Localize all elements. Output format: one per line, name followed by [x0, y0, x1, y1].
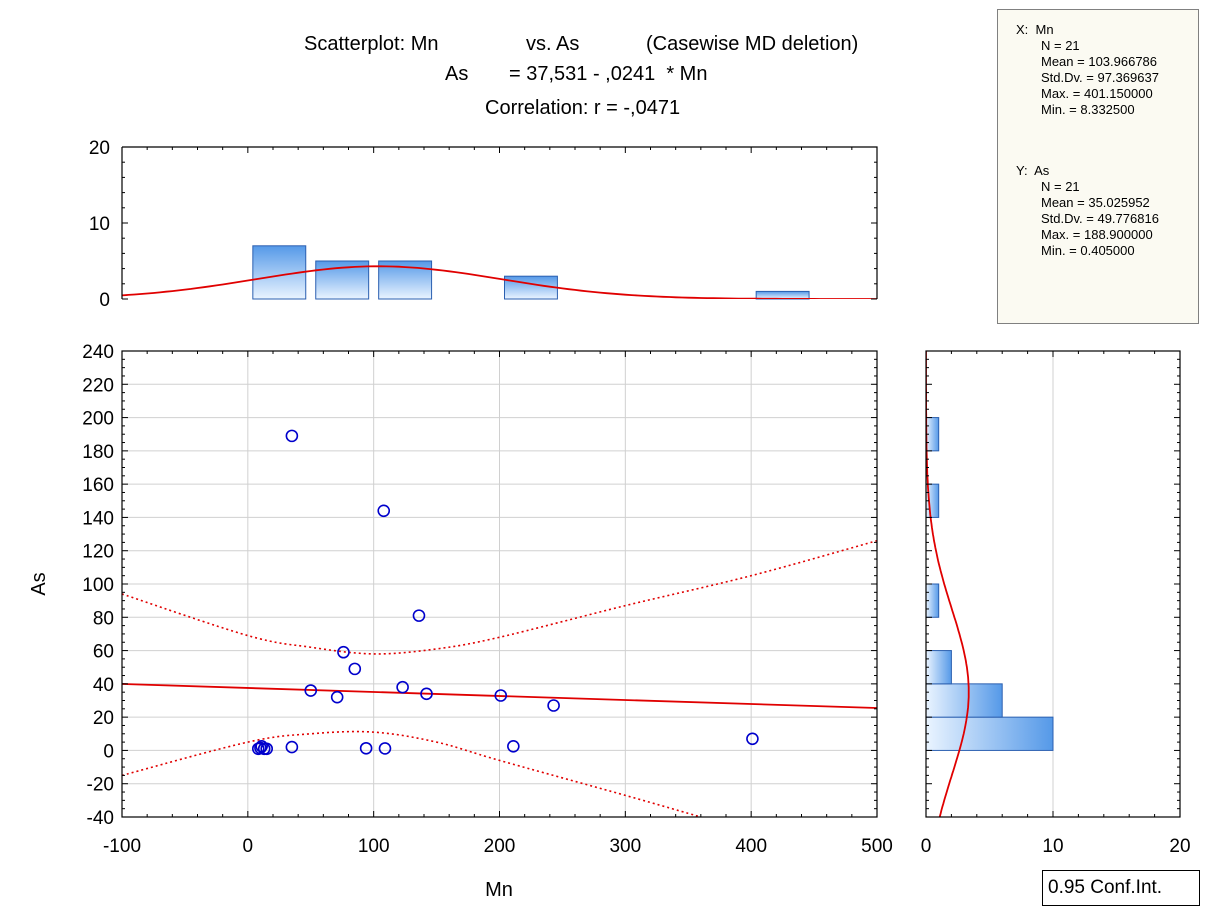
y-stat-max: Max. = 188.900000 [1041, 227, 1153, 242]
y-histogram-bar [925, 683, 1003, 718]
x-tick-label: 500 [861, 836, 893, 857]
data-point [746, 732, 759, 746]
y-stats-header: Y: As [1016, 163, 1050, 178]
y-tick-label: 80 [93, 608, 114, 629]
y-tick-label: 100 [82, 575, 114, 596]
data-point [359, 741, 373, 755]
y-tick-label: 40 [93, 675, 114, 696]
y-tick-label: -20 [87, 775, 114, 796]
x-stat-mean: Mean = 103.966786 [1041, 54, 1158, 69]
regression-equation-lhs: As [445, 63, 469, 85]
x-stats-header: X: Mn [1016, 22, 1054, 37]
histogram-count-label: 20 [1169, 836, 1190, 857]
confidence-legend-box: 0.95 Conf.Int. [1042, 870, 1200, 906]
x-histogram-bar [504, 275, 558, 300]
chart-title-line1a: Scatterplot: Mn [304, 33, 439, 55]
x-stat-stddev: Std.Dv. = 97.369637 [1041, 70, 1159, 85]
y-tick-label: 240 [82, 342, 114, 363]
regression-equation-rhs: = 37,531 - ,0241 * Mn [509, 63, 708, 85]
data-point [260, 742, 274, 756]
data-point [396, 680, 409, 694]
x-histogram-frame [121, 146, 878, 299]
y-tick-label: 220 [82, 375, 114, 396]
x-axis-title: Mn [485, 879, 513, 901]
data-point [377, 504, 391, 518]
regression-line [122, 683, 877, 709]
y-tick-label: 200 [82, 409, 114, 430]
chart-title-line1b: vs. As [526, 33, 580, 55]
data-point [304, 684, 318, 697]
correlation-label: Correlation: r = -,0471 [485, 97, 681, 119]
x-histogram-bar [755, 290, 810, 300]
y-stat-mean: Mean = 35.025952 [1041, 195, 1150, 210]
data-point [420, 687, 433, 701]
y-histogram-bar [925, 650, 952, 685]
x-tick-label: 0 [243, 836, 254, 857]
summary-statistics-box: X: Mn N = 21 Mean = 103.966786 Std.Dv. =… [997, 9, 1199, 324]
x-normal-curve [122, 265, 877, 299]
y-tick-label: 140 [82, 508, 114, 529]
histogram-count-label: 10 [89, 214, 110, 235]
y-tick-label: 20 [93, 708, 114, 729]
x-tick-label: 400 [735, 836, 767, 857]
y-histogram-bar [925, 716, 1054, 751]
y-tick-label: 60 [93, 642, 114, 663]
y-tick-label: 120 [82, 542, 114, 563]
confidence-band-upper [122, 539, 877, 655]
x-tick-label: 100 [358, 836, 390, 857]
data-point [494, 689, 508, 702]
data-point [337, 645, 350, 659]
histogram-count-label: 10 [1042, 836, 1063, 857]
data-point [348, 662, 362, 676]
chart-title-line1c: (Casewise MD deletion) [646, 33, 859, 55]
y-stat-n: N = 21 [1041, 179, 1080, 194]
x-tick-label: -100 [103, 836, 141, 857]
confidence-band-lower [122, 730, 702, 817]
histogram-count-label: 0 [921, 836, 932, 857]
y-tick-label: -40 [87, 808, 114, 829]
data-point [285, 429, 299, 443]
data-point [547, 699, 560, 712]
y-stat-stddev: Std.Dv. = 49.776816 [1041, 211, 1159, 226]
data-point [285, 740, 299, 754]
histogram-count-label: 0 [99, 290, 110, 311]
x-stat-max: Max. = 401.150000 [1041, 86, 1153, 101]
y-tick-label: 0 [103, 741, 114, 762]
y-axis-title: As [28, 572, 50, 595]
data-point [412, 609, 426, 622]
data-point [330, 690, 344, 704]
histogram-count-label: 20 [89, 138, 110, 159]
y-tick-label: 160 [82, 475, 114, 496]
y-stat-min: Min. = 0.405000 [1041, 243, 1135, 258]
x-tick-label: 300 [609, 836, 641, 857]
x-stat-min: Min. = 8.332500 [1041, 102, 1135, 117]
y-tick-label: 180 [82, 442, 114, 463]
data-point [378, 742, 392, 755]
x-tick-label: 200 [484, 836, 516, 857]
x-stat-n: N = 21 [1041, 38, 1080, 53]
data-point [507, 739, 520, 753]
